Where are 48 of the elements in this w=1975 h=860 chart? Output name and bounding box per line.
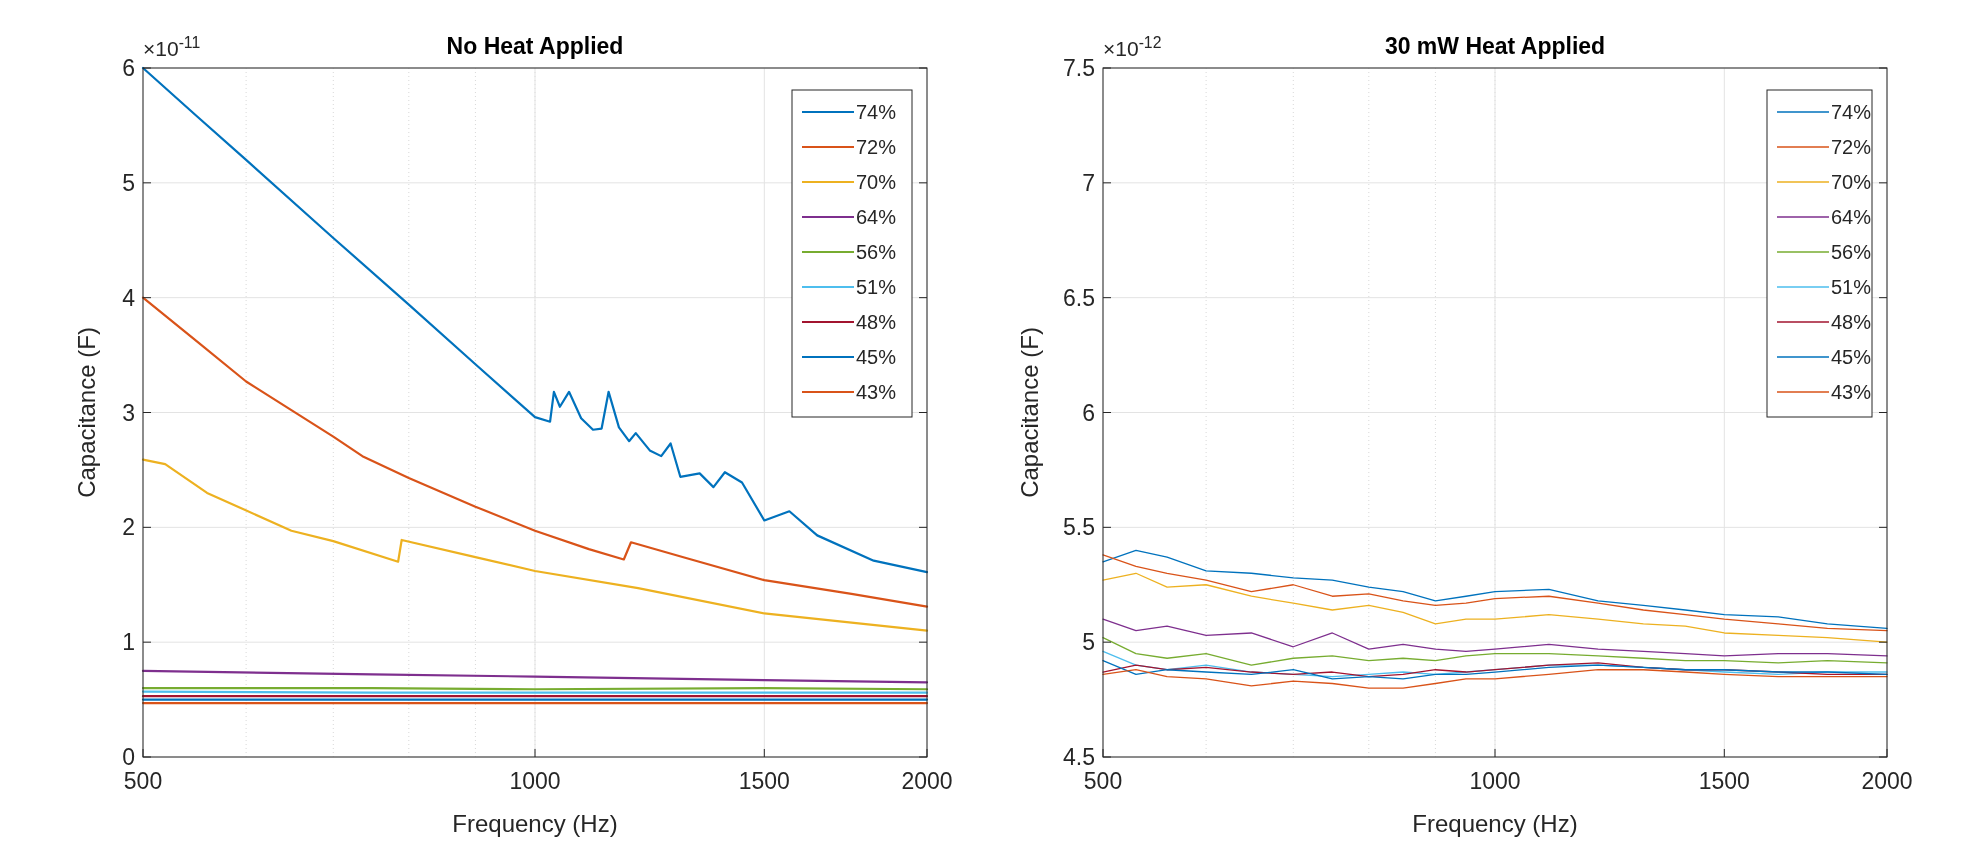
- x-tick-label: 1500: [738, 768, 790, 794]
- y-tick-label: 6: [1082, 399, 1095, 426]
- x-tick-label: 2000: [901, 768, 953, 794]
- legend-label: 51%: [856, 276, 897, 298]
- y-tick-label: 6.5: [1063, 284, 1095, 311]
- y-tick-label: 5: [1082, 629, 1095, 656]
- y-tick-label: 6: [122, 55, 135, 81]
- chart-title: No Heat Applied: [446, 33, 624, 59]
- text: ×10$^{-11}$: [143, 33, 201, 60]
- x-tick-label: 500: [1083, 768, 1123, 794]
- legend-label: 51%: [1831, 276, 1872, 298]
- y-tick-label: 2: [122, 514, 135, 541]
- text: ×10$^{-12}$: [1103, 33, 1162, 60]
- legend-label: 45%: [856, 346, 897, 368]
- legend-label: 48%: [856, 311, 897, 333]
- legend-label: 72%: [856, 136, 897, 158]
- y-tick-label: 3: [122, 399, 135, 426]
- y-tick-label: 7: [1082, 169, 1095, 196]
- x-tick-label: 1000: [509, 768, 561, 794]
- legend-label: 72%: [1831, 136, 1872, 158]
- legend-label: 56%: [1831, 241, 1872, 263]
- legend-label: 74%: [1831, 101, 1872, 123]
- legend-label: 64%: [856, 206, 897, 228]
- x-tick-label: 500: [123, 768, 163, 794]
- x-tick-label: 2000: [1861, 768, 1913, 794]
- y-tick-label: 1: [122, 629, 135, 656]
- legend-label: 45%: [1831, 346, 1872, 368]
- chart-title: 30 mW Heat Applied: [1384, 33, 1606, 59]
- y-axis-title: Capacitance (F): [73, 327, 100, 498]
- legend-label: 70%: [1831, 171, 1872, 193]
- y-tick-label: 4.5: [1063, 744, 1095, 770]
- legend-label: 43%: [856, 381, 897, 403]
- legend-label: 64%: [1831, 206, 1872, 228]
- x-axis-title: Frequency (Hz): [452, 810, 618, 837]
- y-tick-label: 5: [122, 169, 135, 196]
- x-tick-label: 1500: [1698, 768, 1750, 794]
- legend-label: 56%: [856, 241, 897, 263]
- y-tick-label: 4: [122, 284, 136, 311]
- y-tick-label: 7.5: [1063, 55, 1095, 81]
- legend-label: 70%: [856, 171, 897, 193]
- legend-label: 74%: [856, 101, 897, 123]
- legend-label: 48%: [1831, 311, 1872, 333]
- y-tick-label: 0: [122, 744, 135, 770]
- legend-label: 43%: [1831, 381, 1872, 403]
- x-tick-label: 1000: [1469, 768, 1521, 794]
- y-axis-title: Capacitance (F): [1016, 327, 1043, 498]
- y-tick-label: 5.5: [1063, 514, 1095, 541]
- x-axis-title: Frequency (Hz): [1412, 810, 1578, 837]
